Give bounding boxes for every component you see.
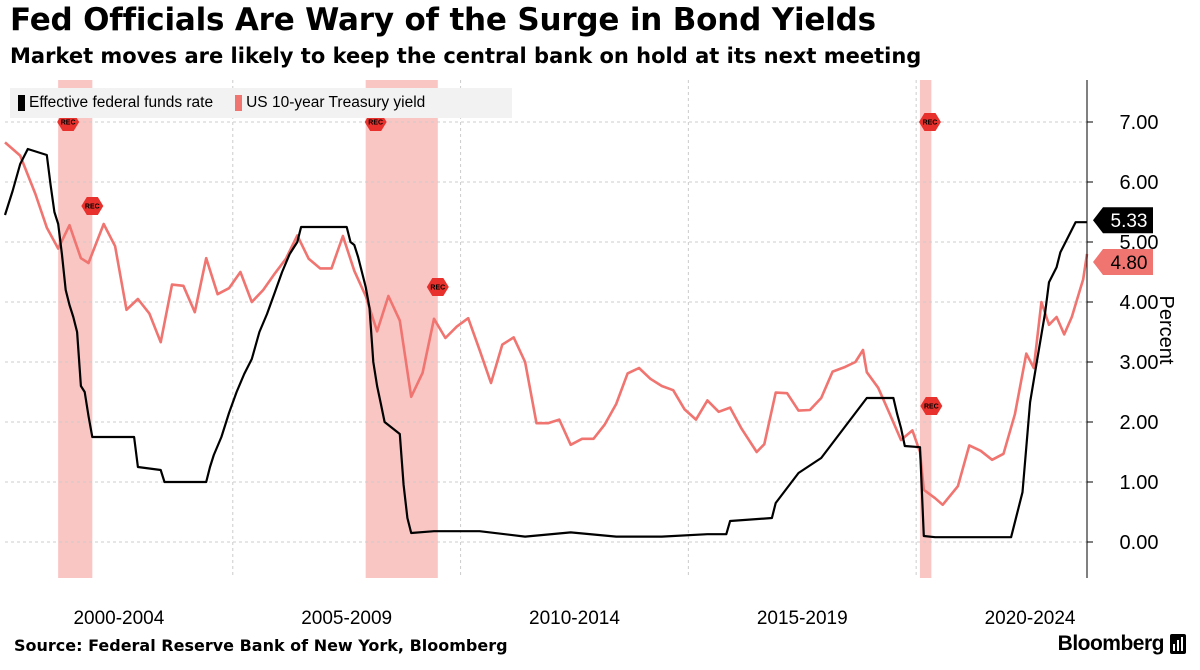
y-tick-label-1: 1.00 <box>1120 472 1159 494</box>
chart-title: Fed Officials Are Wary of the Surge in B… <box>10 2 876 38</box>
last-value-fed-funds: 5.33 <box>1093 207 1153 234</box>
y-tick-label-4: 4.00 <box>1120 292 1159 314</box>
last-value-tag <box>1093 249 1153 275</box>
terminal-icon <box>1170 634 1186 654</box>
legend-swatch-fed-funds <box>18 95 25 111</box>
recession-markers: REC REC REC REC REC REC <box>57 113 943 415</box>
y-axis-title: Percent <box>1155 296 1177 365</box>
legend-item-fed-funds: Effective federal funds rate <box>18 94 213 112</box>
brand-logo: Bloomberg <box>1057 632 1165 655</box>
rec-marker-shape <box>920 397 943 415</box>
x-axis-labels: 2000-2004 2005-2009 2010-2014 2015-2019 2020… <box>73 608 1075 629</box>
chart-subtitle: Market moves are likely to keep the cent… <box>10 44 922 68</box>
rec-marker-shape <box>918 113 941 131</box>
last-value-text: 5.33 <box>1111 211 1148 232</box>
rec-marker-label: REC <box>85 204 100 211</box>
recession-bands <box>58 80 932 578</box>
last-value-text: 4.80 <box>1111 253 1148 274</box>
y-axis: 0.00 1.00 2.00 3.00 4.00 5.00 6.00 7.00 <box>1086 80 1159 578</box>
recession-band-2 <box>919 80 932 578</box>
y-tick-label-5: 5.00 <box>1120 232 1159 254</box>
rec-marker-2-end: REC <box>920 397 943 415</box>
y-tick-label-3: 3.00 <box>1120 352 1159 374</box>
rec-marker-label: REC <box>61 120 76 127</box>
series-line-fed-funds <box>3 147 1087 539</box>
series-line-treasury <box>4 141 1089 507</box>
rec-marker-label: REC <box>923 120 938 127</box>
series-lines <box>3 141 1089 539</box>
legend-swatch-treasury <box>235 95 243 111</box>
rec-marker-1-end: REC <box>426 278 449 296</box>
y-tick-label-0: 0.00 <box>1120 532 1159 554</box>
last-value-tag <box>1093 207 1153 234</box>
rec-marker-0-end: REC <box>81 197 104 215</box>
legend-label-treasury: US 10-year Treasury yield <box>246 94 426 111</box>
y-tick-label-7: 7.00 <box>1120 112 1159 134</box>
rec-marker-2-start: REC <box>918 113 941 131</box>
rec-marker-shape <box>81 197 104 215</box>
rec-marker-label: REC <box>430 285 445 292</box>
x-tick-label-2: 2010-2014 <box>529 608 620 629</box>
x-tick-label-4: 2020-2024 <box>985 608 1076 629</box>
rec-marker-label: REC <box>368 120 383 127</box>
x-tick-label-3: 2015-2019 <box>757 608 848 629</box>
rec-marker-shape <box>426 278 449 296</box>
last-value-treasury: 4.80 <box>1093 249 1153 275</box>
legend-item-treasury: US 10-year Treasury yield <box>235 94 425 112</box>
x-tick-label-1: 2005-2009 <box>301 608 392 629</box>
legend-label-fed-funds: Effective federal funds rate <box>29 94 214 111</box>
x-tick-label-0: 2000-2004 <box>73 608 164 629</box>
y-tick-label-2: 2.00 <box>1120 412 1159 434</box>
legend: Effective federal funds rate US 10-year … <box>10 88 512 118</box>
last-value-labels: 5.33 4.80 <box>1093 207 1153 275</box>
line-chart: REC REC REC REC REC REC 0.00 1.00 2.00 3.00 4.00 5… <box>3 80 1177 629</box>
y-tick-label-6: 6.00 <box>1120 172 1159 194</box>
source-note: Source: Federal Reserve Bank of New York… <box>14 636 508 655</box>
rec-marker-label: REC <box>924 404 939 411</box>
